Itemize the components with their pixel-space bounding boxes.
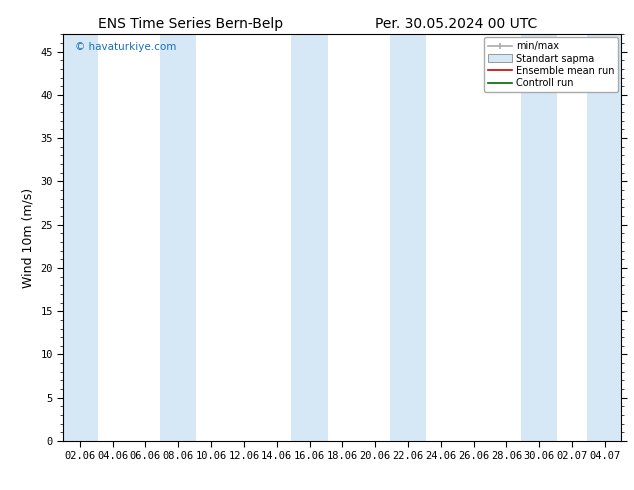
Bar xyxy=(160,34,197,441)
Y-axis label: Wind 10m (m/s): Wind 10m (m/s) xyxy=(22,188,35,288)
Bar xyxy=(390,34,426,441)
Text: Per. 30.05.2024 00 UTC: Per. 30.05.2024 00 UTC xyxy=(375,17,538,31)
Text: © havaturkiye.com: © havaturkiye.com xyxy=(75,43,176,52)
Bar xyxy=(587,34,623,441)
Bar xyxy=(292,34,328,441)
Text: ENS Time Series Bern-Belp: ENS Time Series Bern-Belp xyxy=(98,17,283,31)
Legend: min/max, Standart sapma, Ensemble mean run, Controll run: min/max, Standart sapma, Ensemble mean r… xyxy=(484,37,618,92)
Bar xyxy=(61,34,98,441)
Bar xyxy=(521,34,557,441)
